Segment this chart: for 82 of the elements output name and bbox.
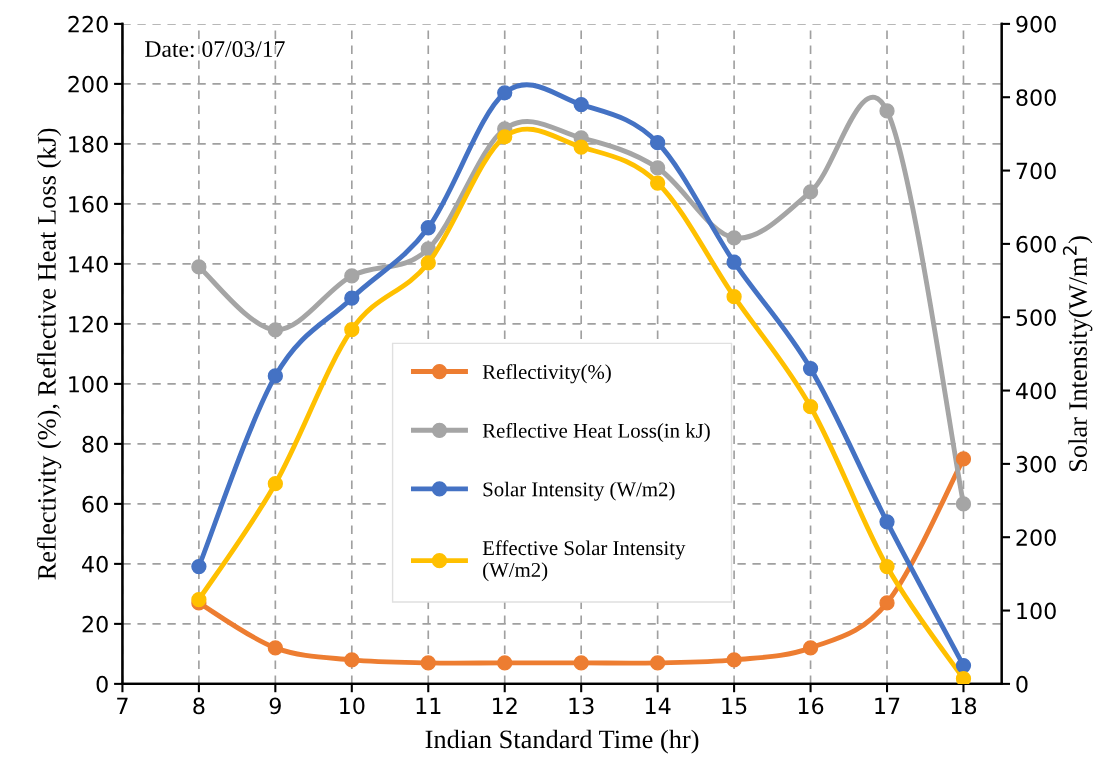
y-tick-label: 220 xyxy=(68,15,108,33)
annotation: Date: 07/03/17 xyxy=(145,41,285,58)
point xyxy=(573,139,589,155)
point xyxy=(497,655,513,671)
point xyxy=(420,655,436,671)
point xyxy=(420,220,436,236)
y-tick-label: 40 xyxy=(82,555,108,573)
y-tick-label: 20 xyxy=(82,615,108,633)
y2-tick-label: 100 xyxy=(1017,602,1056,620)
point xyxy=(879,514,895,530)
y-tick-label: 100 xyxy=(69,375,108,393)
point xyxy=(802,640,819,656)
y2-tick-label: 800 xyxy=(1016,89,1056,106)
point xyxy=(191,558,207,575)
legend-label: Reflectivity(%) xyxy=(482,364,611,384)
point xyxy=(726,289,742,305)
point xyxy=(573,96,589,113)
point xyxy=(802,360,819,377)
legend-label: Solar Intensity (W/m2) xyxy=(483,481,675,501)
point xyxy=(955,496,972,512)
point xyxy=(879,103,895,119)
y2-tick-label: 300 xyxy=(1016,455,1056,473)
y2-axis-title: Solar Intensity(W/m$^{2}$) xyxy=(1062,236,1093,472)
point xyxy=(802,184,819,200)
y2-tick-label: 0 xyxy=(1016,675,1028,693)
point xyxy=(267,322,283,338)
x-tick-label: 7 xyxy=(117,697,128,714)
y-axis-title: Reflectivity (%), Reflective Heat Loss (kJ) xyxy=(36,128,62,580)
legend-label: Effective Solar Intensity (W/m2) xyxy=(482,540,686,582)
x-tick-label: 10 xyxy=(340,697,365,715)
y-tick-label: 160 xyxy=(69,195,108,213)
y-tick-label: 120 xyxy=(69,315,108,333)
legend-label: Reflective Heat Loss(in kJ) xyxy=(482,422,710,443)
point xyxy=(802,399,819,415)
y-tick-label: 180 xyxy=(69,135,108,153)
y-tick-label: 200 xyxy=(68,75,108,93)
point xyxy=(267,368,283,384)
point xyxy=(879,558,895,575)
point xyxy=(497,85,513,101)
x-tick-label: 8 xyxy=(193,697,205,715)
point xyxy=(267,640,283,656)
x-tick-label: 15 xyxy=(722,697,747,715)
point xyxy=(344,652,360,668)
y2-tick-label: 400 xyxy=(1015,382,1056,400)
y2-tick-label: 500 xyxy=(1016,309,1056,326)
y2-tick-label: 600 xyxy=(1016,235,1056,253)
point xyxy=(267,476,283,492)
x-tick-label: 17 xyxy=(875,697,900,714)
x-tick-label: 11 xyxy=(416,697,441,714)
point xyxy=(191,259,207,275)
x-tick-label: 9 xyxy=(269,697,281,715)
point xyxy=(649,135,666,151)
point xyxy=(955,451,972,467)
point xyxy=(879,595,895,611)
point xyxy=(649,655,666,671)
point xyxy=(191,591,207,608)
point xyxy=(344,268,360,284)
point xyxy=(955,657,972,674)
point xyxy=(955,671,972,684)
x-tick-label: 12 xyxy=(493,697,517,714)
x-tick-label: 13 xyxy=(569,697,594,715)
y2-tick-label: 200 xyxy=(1016,529,1056,546)
point xyxy=(726,254,742,270)
point xyxy=(726,230,742,246)
x-axis-title: Indian Standard Time (hr) xyxy=(425,729,699,754)
y-tick-label: 60 xyxy=(82,495,108,513)
y-tick-label: 0 xyxy=(96,675,108,693)
point xyxy=(497,129,513,145)
x-tick-label: 18 xyxy=(951,697,977,715)
y2-tick-label: 700 xyxy=(1016,162,1056,180)
point xyxy=(649,160,666,176)
point xyxy=(726,652,742,668)
point xyxy=(420,255,436,271)
y-tick-label: 140 xyxy=(69,255,108,273)
x-tick-label: 14 xyxy=(645,697,671,714)
point xyxy=(344,290,360,306)
point xyxy=(649,175,666,191)
x-tick-label: 16 xyxy=(798,697,824,715)
point xyxy=(344,322,360,338)
y2-tick-label: 900 xyxy=(1016,15,1056,33)
point xyxy=(573,655,589,671)
y-tick-label: 80 xyxy=(82,435,108,453)
